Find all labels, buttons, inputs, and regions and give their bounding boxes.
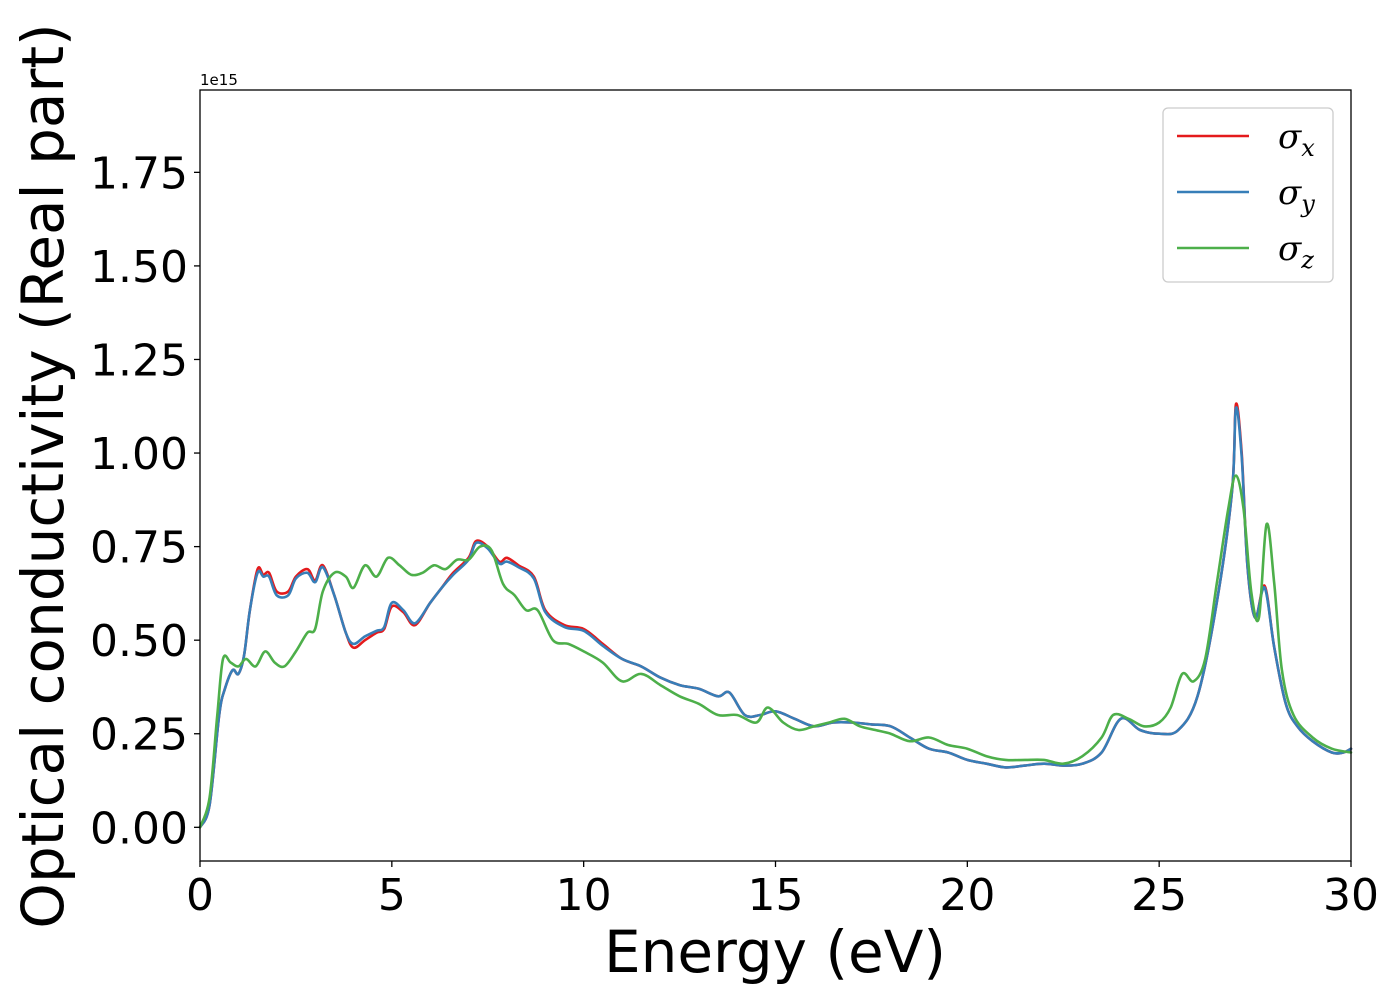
y-tick-label: 1.50 (90, 242, 188, 293)
x-tick-label: 25 (1131, 870, 1187, 921)
y-tick-label: 0.50 (90, 616, 188, 667)
x-axis-title: Energy (eV) (604, 918, 946, 986)
x-tick-label: 20 (939, 870, 995, 921)
series-line-z (198, 474, 1353, 829)
y-tick-label: 0.00 (90, 803, 188, 854)
y-tick-label: 0.75 (90, 523, 188, 574)
x-tick-label: 10 (556, 870, 612, 921)
x-tick-label: 30 (1323, 870, 1379, 921)
y-tick-label: 1.25 (90, 335, 188, 386)
x-tick-label: 0 (186, 870, 214, 921)
y-tick-label: 0.25 (90, 710, 188, 761)
x-tick-label: 5 (378, 870, 406, 921)
y-tick-label: 1.00 (90, 429, 188, 480)
y-offset-label: 1e15 (200, 71, 238, 89)
legend-box (1162, 107, 1334, 283)
y-tick-label: 1.75 (90, 148, 188, 199)
y-axis: 0.00 0.25 0.50 0.75 1.00 1.25 1.50 1.75 (90, 148, 200, 854)
x-tick-label: 15 (748, 870, 804, 921)
y-axis-title: Optical conductivity (Real part) (9, 23, 77, 928)
x-axis: 0 5 10 15 20 25 30 (186, 861, 1379, 921)
series-layer (198, 402, 1353, 829)
